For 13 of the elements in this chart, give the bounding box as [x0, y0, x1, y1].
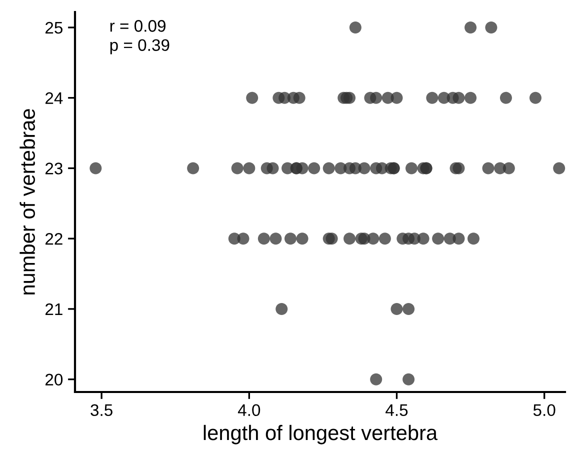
x-tick-label: 3.5: [90, 404, 112, 416]
x-tick-label: 4.0: [238, 404, 260, 416]
x-tick-label: 5.0: [533, 404, 556, 416]
y-tick-label: 21: [45, 303, 62, 315]
y-tick-label: 22: [45, 232, 62, 245]
y-tick-label: 20: [45, 374, 63, 386]
y-axis-title: number of vertebrae: [20, 109, 35, 294]
y-tick-label: 23: [45, 162, 62, 174]
y-tick-label: 25: [45, 22, 62, 34]
y-tick-label: 24: [45, 92, 63, 104]
annotation: r = 0.09 p = 0.39: [110, 20, 170, 54]
x-axis-title: length of longest vertebra: [204, 424, 438, 444]
x-tick-label: 4.5: [386, 404, 408, 416]
